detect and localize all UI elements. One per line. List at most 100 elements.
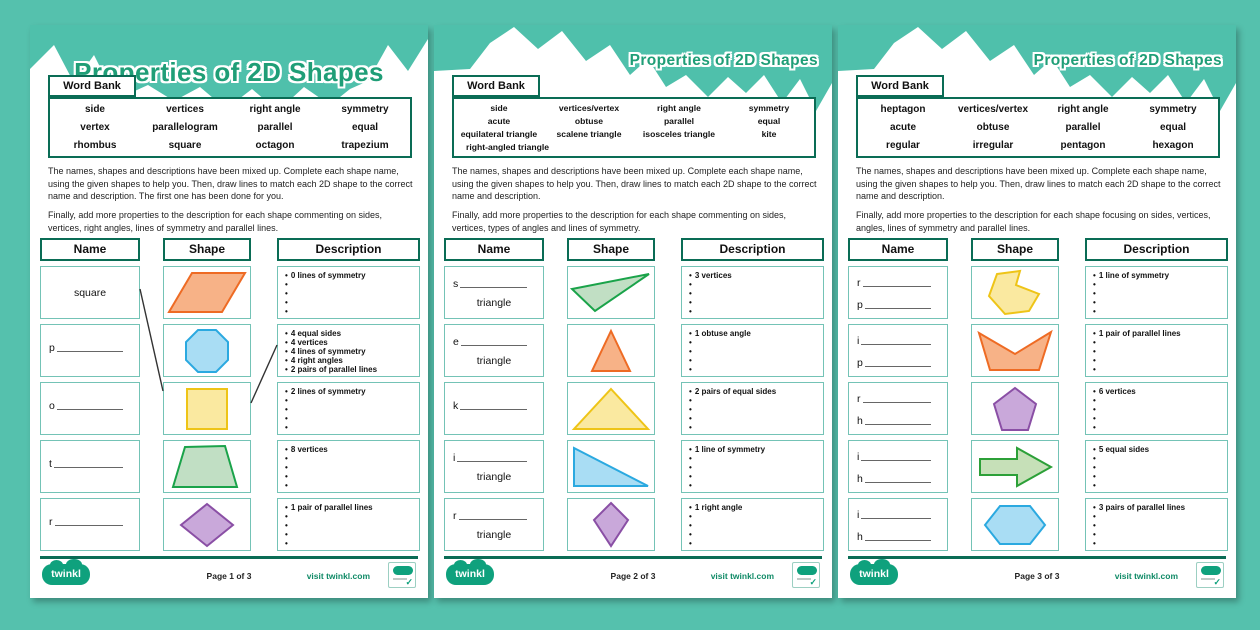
answer-line[interactable] (862, 402, 931, 403)
answer-line[interactable] (56, 351, 123, 352)
word-bank-word: scalene triangle (556, 129, 622, 140)
visit-site-link[interactable]: visit twinkl.com (1114, 571, 1178, 581)
description-cell[interactable]: 1 pair of parallel lines (1085, 324, 1228, 377)
answer-line[interactable] (862, 286, 931, 287)
description-cell[interactable]: 2 pairs of equal sides (681, 382, 824, 435)
name-suffix: triangle (476, 355, 512, 367)
name-cell-blank[interactable]: e triangle (444, 324, 544, 377)
name-cell-blank[interactable]: t (40, 440, 140, 493)
description-cell[interactable]: 3 vertices (681, 266, 824, 319)
description-cell[interactable]: 3 pairs of parallel lines (1085, 498, 1228, 551)
answer-line[interactable] (861, 344, 931, 345)
description-item: 1 pair of parallel lines (290, 502, 373, 512)
answer-line[interactable] (460, 287, 527, 288)
word-bank: heptagon vertices/vertex right angle sym… (856, 97, 1220, 158)
answer-line[interactable] (861, 518, 931, 519)
page-number: Page 3 of 3 (1014, 571, 1060, 581)
name-cell-blank[interactable]: k (444, 382, 544, 435)
answer-line[interactable] (864, 308, 931, 309)
word-bank-label: Word Bank (452, 75, 540, 97)
name-suffix: triangle (476, 297, 512, 309)
regular-hexagon-shape (983, 505, 1047, 545)
answer-line[interactable] (53, 467, 123, 468)
description-cell[interactable]: 1 obtuse angle (681, 324, 824, 377)
word-bank-word: side (84, 104, 105, 116)
shape-cell (971, 324, 1059, 377)
description-cell[interactable]: 1 line of symmetry (681, 440, 824, 493)
name-prefix: o (49, 400, 55, 412)
answer-line[interactable] (460, 345, 527, 346)
answer-line[interactable] (457, 461, 527, 462)
twinkl-quality-badge (1196, 562, 1224, 588)
description-cell[interactable]: 1 pair of parallel lines (277, 498, 420, 551)
answer-line[interactable] (864, 540, 931, 541)
description-cell[interactable]: 1 line of symmetry (1085, 266, 1228, 319)
shape-column-header: Shape (163, 238, 251, 261)
name-cell-blank[interactable]: i h (848, 498, 948, 551)
description-item: 2 pairs of equal sides (694, 386, 777, 396)
rhombus-shape (179, 502, 235, 548)
word-bank-word: parallelogram (152, 121, 218, 133)
equilateral-triangle-shape (571, 387, 651, 430)
word-bank-word: right angle (657, 102, 701, 113)
description-cell[interactable]: 0 lines of symmetry (277, 266, 420, 319)
visit-site-link[interactable]: visit twinkl.com (306, 571, 370, 581)
word-bank: side vertices/vertex right angle symmetr… (452, 97, 816, 158)
description-cell[interactable]: 4 equal sides 4 vertices 4 lines of symm… (277, 324, 420, 377)
twinkl-quality-badge (792, 562, 820, 588)
shape-column-header: Shape (971, 238, 1059, 261)
name-cell-blank[interactable]: o (40, 382, 140, 435)
answer-line[interactable] (864, 366, 931, 367)
twinkl-quality-badge (388, 562, 416, 588)
name-cell-blank[interactable]: s triangle (444, 266, 544, 319)
word-bank: side vertices right angle symmetry verte… (48, 97, 412, 158)
description-cell[interactable]: 8 vertices (277, 440, 420, 493)
description-cell[interactable]: 1 right angle (681, 498, 824, 551)
name-cell-blank[interactable]: r (40, 498, 140, 551)
description-item: 0 lines of symmetry (290, 270, 366, 280)
name-column: Name r p i p r h i h i h (848, 238, 948, 551)
answer-line[interactable] (56, 409, 123, 410)
description-cell[interactable]: 6 vertices (1085, 382, 1228, 435)
answer-line[interactable] (864, 424, 931, 425)
name-cell-blank[interactable]: i triangle (444, 440, 544, 493)
word-bank-word: vertices (166, 104, 204, 116)
instructions-paragraph-2: Finally, add more properties to the desc… (856, 210, 1211, 233)
answer-line[interactable] (458, 519, 527, 520)
shape-cell (567, 440, 655, 493)
irregular-heptagon-shape (987, 269, 1041, 316)
page-number: Page 2 of 3 (610, 571, 656, 581)
name-prefix: t (49, 458, 52, 470)
word-bank-word: trapezium (341, 139, 389, 151)
shape-cell (163, 324, 251, 377)
word-bank-word: irregular (972, 139, 1014, 151)
name-cell-blank[interactable]: p (40, 324, 140, 377)
name-column: Name square p o t r (40, 238, 140, 551)
description-cell[interactable]: 5 equal sides (1085, 440, 1228, 493)
scalene-triangle-shape (569, 273, 650, 313)
parallelogram-shape (167, 272, 247, 313)
name-cell-blank[interactable]: r triangle (444, 498, 544, 551)
name-column-header: Name (848, 238, 948, 261)
answer-line[interactable] (864, 482, 931, 483)
description-cell[interactable]: 2 lines of symmetry (277, 382, 420, 435)
shape-cell (567, 498, 655, 551)
name-cell-blank[interactable]: i h (848, 440, 948, 493)
visit-site-link[interactable]: visit twinkl.com (710, 571, 774, 581)
word-bank-word: regular (886, 139, 920, 151)
shape-cell (567, 382, 655, 435)
answer-line[interactable] (861, 460, 931, 461)
name-cell-blank[interactable]: i p (848, 324, 948, 377)
answer-line[interactable] (54, 525, 123, 526)
name-cell-blank[interactable]: r p (848, 266, 948, 319)
description-column: Description 0 lines of symmetry 4 equal … (277, 238, 420, 551)
word-bank-word: square (168, 139, 202, 151)
instructions-paragraph-1: The names, shapes and descriptions have … (48, 166, 413, 201)
word-bank-word: isosceles triangle (642, 129, 716, 140)
name-text: square (73, 286, 107, 299)
answer-line[interactable] (460, 409, 527, 410)
instructions-paragraph-2: Finally, add more properties to the desc… (452, 210, 787, 233)
name-suffix: triangle (476, 471, 512, 483)
name-cell-blank[interactable]: r h (848, 382, 948, 435)
